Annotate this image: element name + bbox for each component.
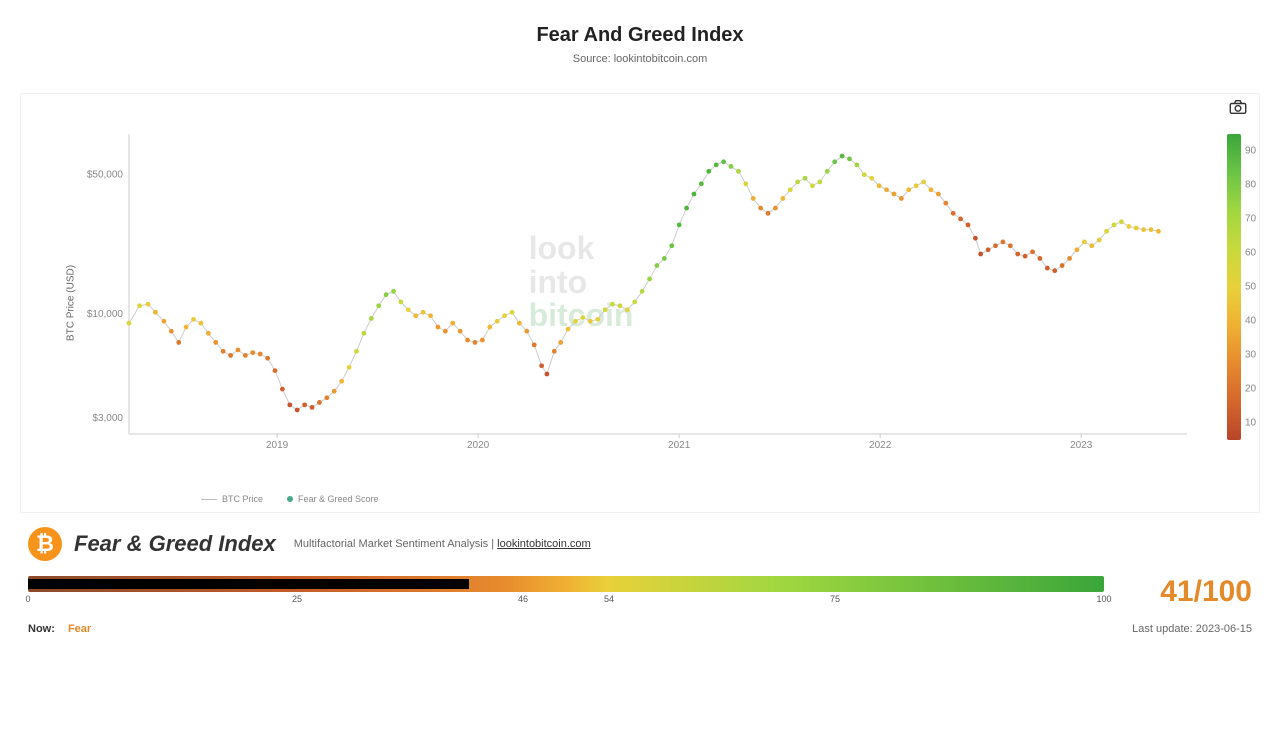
score-value: 41/100 <box>1132 575 1252 609</box>
index-panel: ₿ Fear & Greed Index Multifactorial Mark… <box>20 527 1260 635</box>
colorbar: 102030405060708090 <box>1227 134 1241 440</box>
now-value: Fear <box>68 623 91 635</box>
bar-ticks: 025465475100 <box>28 594 1104 608</box>
page-subtitle: Source: lookintobitcoin.com <box>20 53 1260 65</box>
chart-svg: $3,000 $10,000 $50,000 2019 2020 2021 2022 2023 <box>85 130 1195 456</box>
gradient-bar-wrap: 025465475100 <box>28 576 1104 608</box>
score-pointer <box>28 579 469 589</box>
panel-title: Fear & Greed Index <box>74 531 276 557</box>
svg-text:2020: 2020 <box>467 440 490 451</box>
now-label: Now: <box>28 623 55 635</box>
now-row: Now: Fear <box>28 623 91 635</box>
svg-text:2019: 2019 <box>266 440 289 451</box>
page-title: Fear And Greed Index <box>20 24 1260 47</box>
source-link[interactable]: lookintobitcoin.com <box>497 538 591 550</box>
chart-card: BTC Price (USD) look into bitcoin $3,000… <box>20 93 1260 513</box>
svg-text:$3,000: $3,000 <box>92 413 123 424</box>
legend-item: Fear & Greed Score <box>287 494 379 504</box>
svg-text:2023: 2023 <box>1070 440 1093 451</box>
gradient-bar <box>28 576 1104 592</box>
camera-icon[interactable] <box>1229 100 1247 114</box>
y-axis-label: BTC Price (USD) <box>66 265 77 341</box>
svg-text:$50,000: $50,000 <box>87 170 124 181</box>
last-update: Last update: 2023-06-15 <box>1132 623 1252 635</box>
legend-item: BTC Price <box>201 494 263 504</box>
bitcoin-icon: ₿ <box>28 527 62 561</box>
svg-text:$10,000: $10,000 <box>87 309 124 320</box>
svg-text:2021: 2021 <box>668 440 691 451</box>
plot-area: $3,000 $10,000 $50,000 2019 2020 2021 2022 2023 <box>85 130 1195 456</box>
svg-text:2022: 2022 <box>869 440 892 451</box>
panel-subtitle: Multifactorial Market Sentiment Analysis… <box>294 538 591 550</box>
legend: BTC Price Fear & Greed Score <box>201 494 379 504</box>
